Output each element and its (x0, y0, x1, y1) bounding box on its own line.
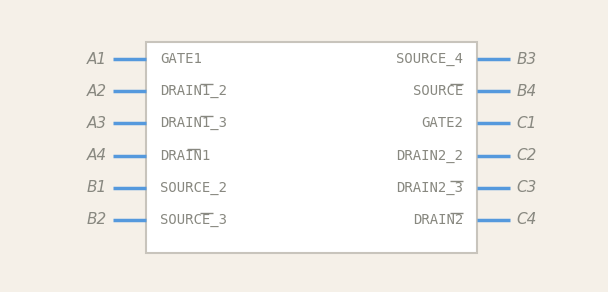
Text: A3: A3 (87, 116, 107, 131)
Text: SOURCE_2: SOURCE_2 (160, 181, 227, 195)
Text: B4: B4 (516, 84, 536, 99)
Text: GATE1: GATE1 (160, 52, 202, 66)
Text: B3: B3 (516, 52, 536, 67)
Text: B2: B2 (87, 212, 107, 227)
Text: C3: C3 (516, 180, 536, 195)
Text: SOURCE_3: SOURCE_3 (160, 213, 227, 227)
Text: A2: A2 (87, 84, 107, 99)
Text: DRAIN1_2: DRAIN1_2 (160, 84, 227, 98)
Text: DRAIN1_3: DRAIN1_3 (160, 117, 227, 131)
Text: C2: C2 (516, 148, 536, 163)
Text: DRAIN2_2: DRAIN2_2 (396, 149, 463, 163)
Text: B1: B1 (87, 180, 107, 195)
Text: SOURCE_4: SOURCE_4 (396, 52, 463, 66)
Text: DRAIN2_3: DRAIN2_3 (396, 181, 463, 195)
Text: DRAIN1: DRAIN1 (160, 149, 210, 163)
Text: GATE2: GATE2 (421, 117, 463, 131)
Text: SOURCE: SOURCE (413, 84, 463, 98)
Text: DRAIN2: DRAIN2 (413, 213, 463, 227)
Text: C1: C1 (516, 116, 536, 131)
Text: A4: A4 (87, 148, 107, 163)
Text: A1: A1 (87, 52, 107, 67)
Text: C4: C4 (516, 212, 536, 227)
Bar (146, 42, 477, 253)
